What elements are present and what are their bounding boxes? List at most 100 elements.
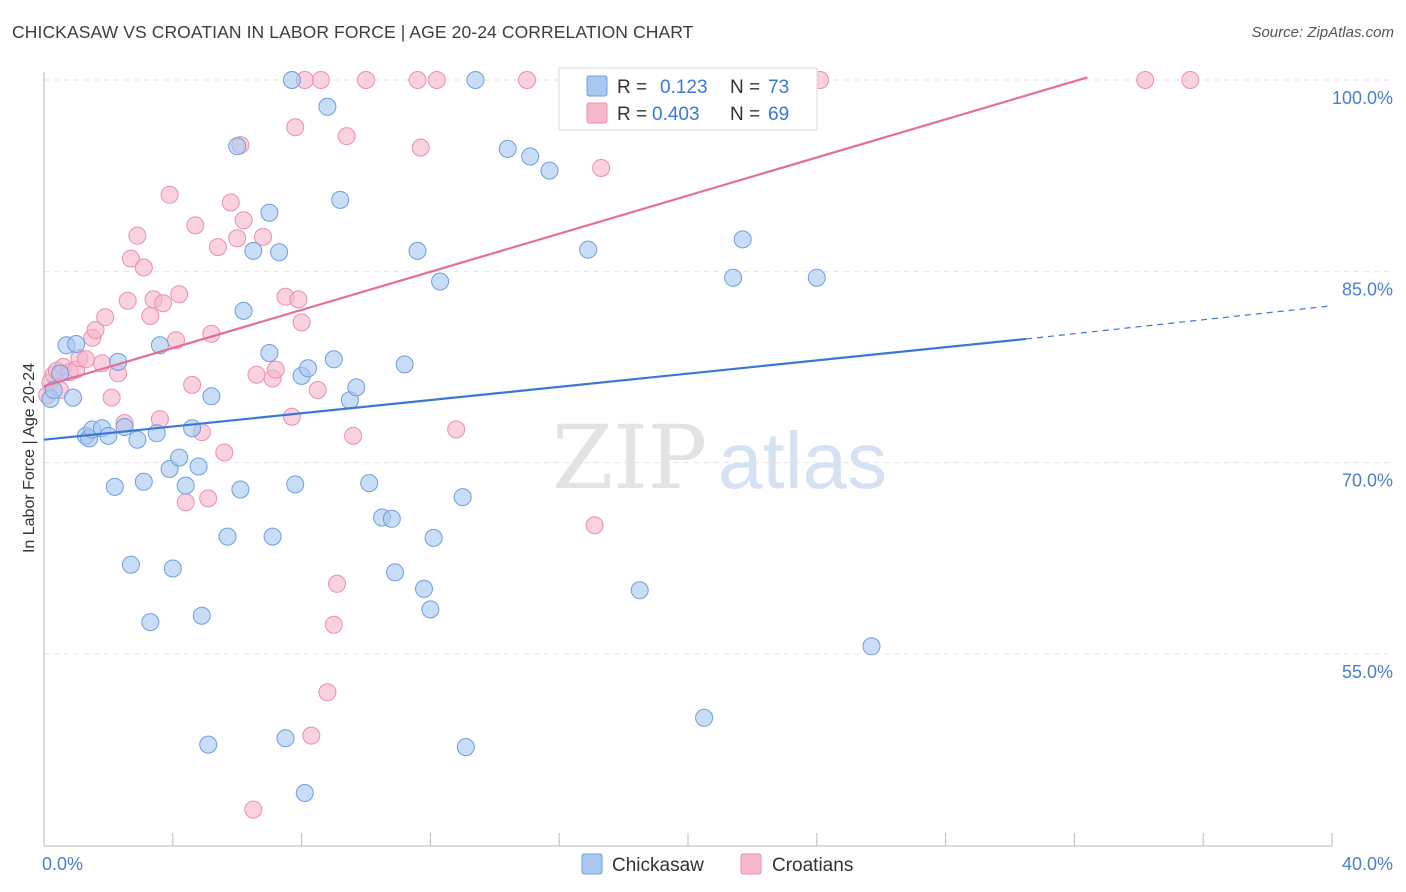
chickasaw-point-70: [733, 230, 752, 249]
chickasaw-point-42: [295, 784, 314, 802]
chickasaw-point-44: [318, 97, 337, 116]
croatians-point-39: [234, 211, 253, 230]
chickasaw-point-64: [540, 161, 559, 180]
chickasaw-point-67: [630, 581, 649, 600]
croatians-point-30: [186, 216, 205, 235]
chickasaw-point-48: [347, 378, 366, 397]
chickasaw-point-1: [44, 381, 63, 399]
chickasaw-point-16: [134, 472, 153, 491]
chickasaw-point-29: [218, 527, 237, 546]
croatians-point-69: [1181, 71, 1200, 89]
croatians-point-9: [76, 350, 95, 369]
chickasaw-point-4: [64, 388, 82, 407]
y-tick-label-2: 85.0%: [1342, 279, 1393, 299]
legend-r-value-chickasaw: 0.123: [660, 77, 708, 98]
croatians-point-42: [254, 227, 272, 246]
trend-lines: [43, 76, 1333, 441]
croatians-point-36: [221, 193, 240, 212]
chickasaw-point-14: [121, 555, 140, 574]
croatians-point-64: [518, 71, 536, 89]
chickasaw-point-68: [695, 708, 714, 727]
legend-r-label-chickasaw: R =: [617, 77, 647, 98]
croatians-point-48: [289, 290, 308, 309]
chickasaw-point-51: [382, 509, 401, 528]
croatians-point-11: [86, 321, 105, 339]
trend-line-chickasaw-extension: [1026, 305, 1333, 340]
y-tick-labels: 55.0% 70.0% 85.0% 100.0%: [1332, 88, 1393, 682]
chickasaw-point-22: [170, 448, 189, 467]
chickasaw-point-27: [199, 735, 218, 754]
croatians-point-18: [121, 249, 140, 268]
chickasaw-point-36: [263, 527, 282, 546]
croatians-point-40: [244, 800, 263, 819]
watermark-zip: ZIP: [552, 406, 707, 509]
croatians-point-59: [357, 71, 375, 89]
chickasaw-point-28: [202, 387, 221, 406]
y-tick-label-0: 55.0%: [1342, 662, 1393, 682]
croatians-point-32: [199, 489, 218, 508]
chickasaw-point-61: [466, 71, 485, 89]
chickasaw-point-43: [299, 359, 317, 378]
croatians-point-63: [447, 420, 466, 439]
chickasaw-point-23: [176, 476, 195, 495]
croatians-point-26: [167, 331, 185, 350]
chickasaw-point-45: [324, 350, 343, 369]
legend-n-label-croatians: N =: [730, 104, 760, 125]
croatians-point-66: [592, 159, 611, 177]
chickasaw-point-54: [408, 241, 427, 260]
croatians-point-58: [344, 426, 363, 445]
chickasaw-point-10: [99, 426, 118, 445]
croatians-point-49: [292, 313, 311, 332]
croatians-point-25: [160, 185, 179, 204]
legend-n-value-croatians: 69: [768, 104, 789, 125]
croatians-point-29: [183, 375, 202, 394]
croatians-point-68: [1136, 71, 1155, 89]
chart-title: CHICKASAW VS CROATIAN IN LABOR FORCE | A…: [12, 22, 694, 42]
y-tick-label-1: 70.0%: [1342, 471, 1393, 491]
chickasaw-point-39: [282, 71, 301, 89]
bottom-legend-swatch-croatians: [740, 853, 762, 875]
chickasaw-point-52: [386, 563, 404, 582]
legend-box: R = 0.123 N = 73 R = 0.403 N = 69: [558, 67, 818, 131]
croatians-point-60: [408, 71, 427, 89]
croatians-point-54: [318, 683, 337, 702]
chickasaw-point-17: [141, 613, 160, 632]
chickasaw-point-63: [521, 147, 540, 166]
croatians-point-46: [282, 407, 301, 426]
trend-line-croatians: [43, 76, 1088, 388]
chickasaw-point-71: [807, 268, 826, 287]
croatians-point-13: [96, 308, 115, 327]
chickasaw-point-60: [456, 738, 475, 757]
bottom-legend-label-croatians: Croatians: [772, 855, 853, 876]
chickasaw-point-59: [453, 488, 472, 507]
chickasaw-point-32: [234, 301, 253, 320]
chickasaw-point-62: [498, 139, 517, 158]
gridlines: [44, 79, 1394, 655]
croatians-point-65: [585, 516, 604, 535]
chickasaw-point-69: [724, 268, 743, 287]
legend-r-label-croatians: R =: [617, 104, 647, 125]
x-tick-label-min: 0.0%: [42, 854, 83, 874]
croatians-point-24: [154, 294, 173, 313]
croatians-point-41: [247, 365, 266, 384]
chickasaw-point-13: [105, 477, 124, 496]
croatians-point-34: [208, 238, 227, 257]
croatians-point-55: [324, 615, 343, 634]
chickasaw-point-58: [431, 272, 450, 291]
chickasaw-point-30: [228, 137, 247, 156]
legend-n-value-chickasaw: 73: [768, 77, 789, 98]
croatians-point-37: [228, 229, 247, 248]
chickasaw-point-31: [231, 480, 250, 499]
croatians-point-27: [170, 285, 189, 304]
bottom-legend-swatch-chickasaw: [581, 853, 603, 875]
croatians-point-44: [266, 360, 285, 379]
croatians-point-28: [176, 493, 195, 512]
chickasaw-point-26: [192, 606, 211, 625]
watermark-atlas: atlas: [718, 416, 887, 505]
chickasaw-point-37: [270, 243, 289, 262]
croatians-point-57: [337, 127, 356, 146]
chickasaw-point-25: [189, 457, 208, 476]
chickasaw-point-55: [415, 579, 433, 598]
croatians-point-14: [102, 388, 121, 407]
croatians-point-47: [286, 118, 305, 137]
